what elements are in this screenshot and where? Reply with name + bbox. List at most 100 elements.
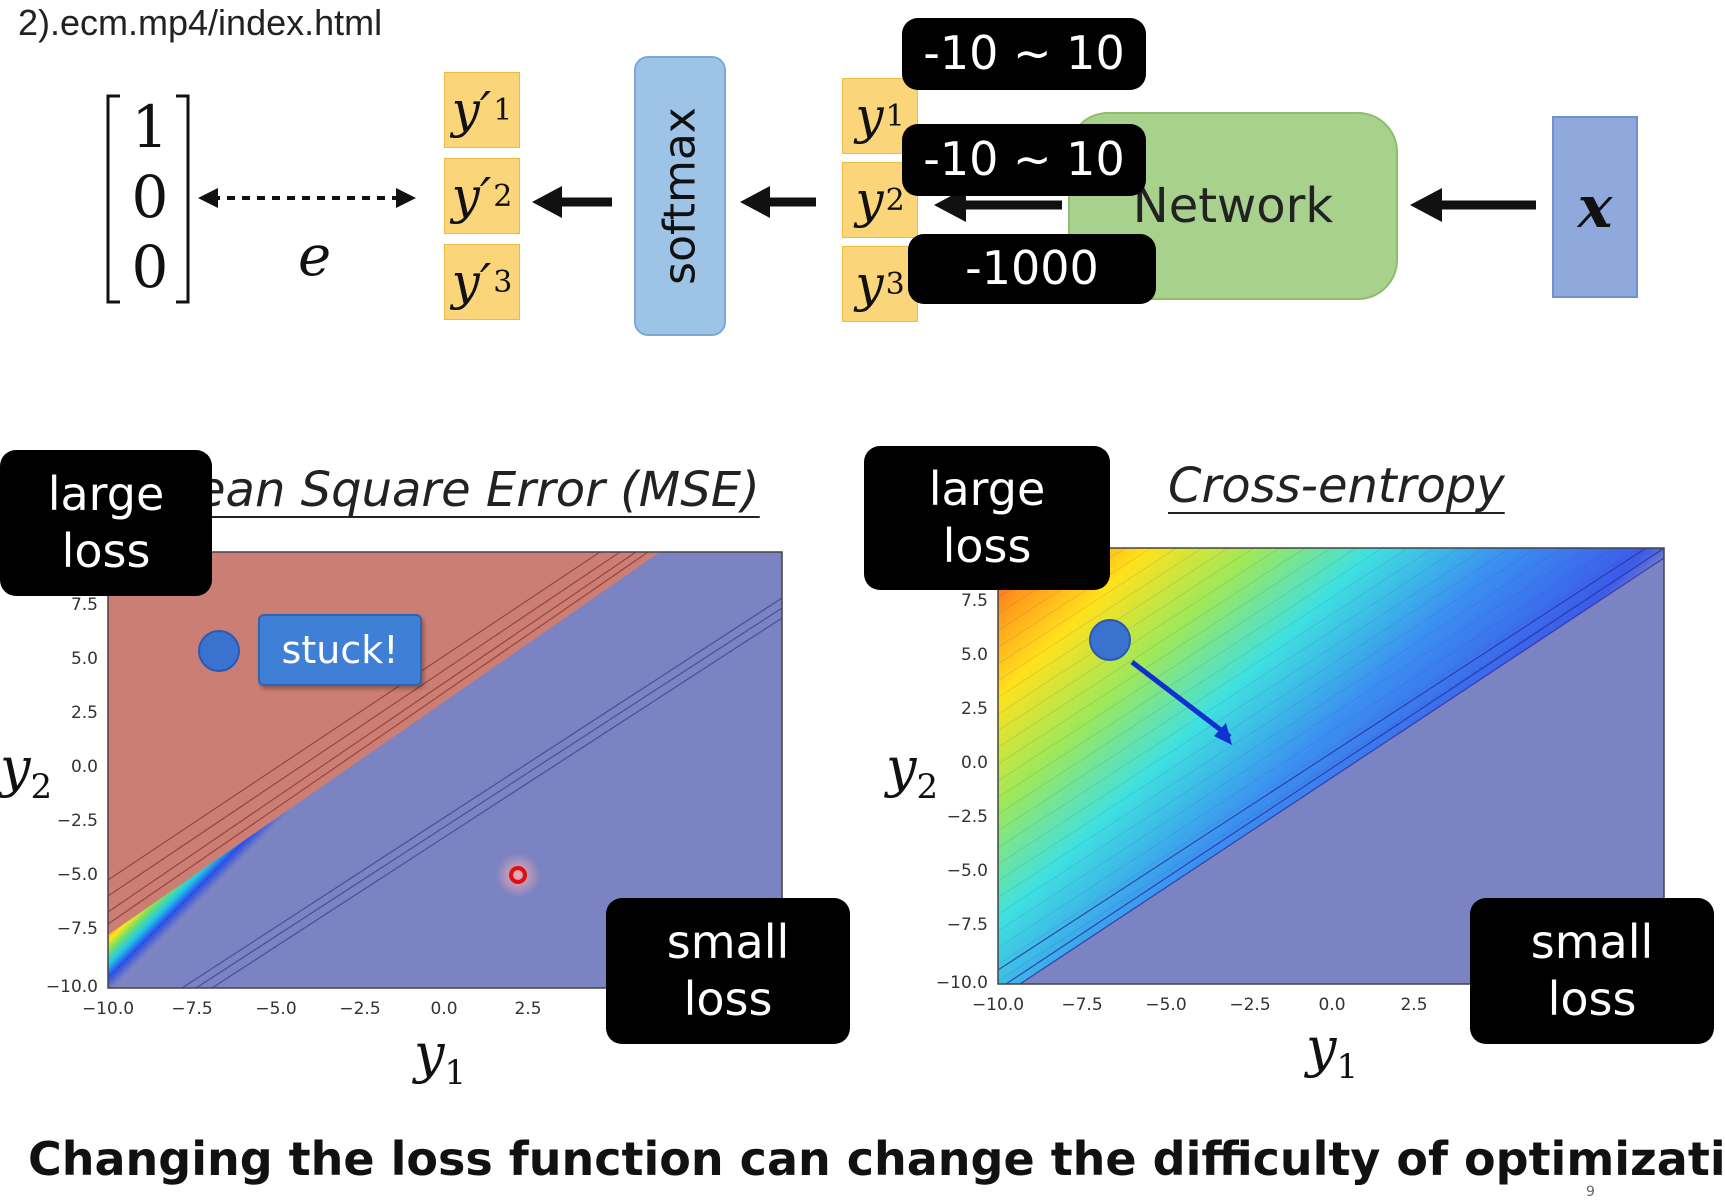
mse-xtick: −5.0 [255, 999, 296, 1019]
mse-xtick: −2.5 [339, 999, 380, 1019]
mse-xtick: 2.5 [514, 999, 541, 1019]
ce-xticks: −10.0 −7.5 −5.0 −2.5 0.0 2.5 [972, 995, 1428, 1015]
y-prime-2-sub: 2 [493, 178, 513, 214]
mse-ytick: 0.0 [71, 757, 98, 777]
ce-ytick: −7.5 [947, 915, 988, 935]
dotted-arrow-head-right [396, 188, 416, 208]
ce-xlabel-sub: 1 [1336, 1046, 1359, 1087]
y-prime-1-sub: 1 [493, 92, 513, 128]
ce-ylabel-text: y [886, 736, 917, 799]
y-1-sub: 1 [885, 98, 905, 134]
mse-yticks: 7.5 5.0 2.5 0.0 −2.5 −5.0 −7.5 −10.0 [46, 595, 98, 997]
ce-ytick: 2.5 [961, 699, 988, 719]
arrow-y-to-softmax-head [740, 186, 770, 218]
ce-ylabel-sub: 2 [916, 766, 939, 807]
bracket-right [176, 94, 190, 304]
mse-axes-frame [107, 551, 783, 989]
y-prime-3-label: y [451, 253, 480, 311]
ce-axes-frame [997, 547, 1665, 985]
input-x-label: x [1577, 173, 1613, 241]
ce-contour-lines [998, 548, 1664, 984]
caption: Changing the loss function can change th… [28, 1132, 1725, 1186]
ce-descent-arrow [1130, 660, 1232, 739]
page-number: 9 [1586, 1184, 1595, 1200]
ce-xlabel-text: y [1306, 1016, 1337, 1079]
mse-rainbow-band [108, 552, 782, 988]
ce-yticks: 7.5 5.0 2.5 0.0 −2.5 −5.0 −7.5 −10.0 [936, 591, 988, 993]
ce-xtick: −5.0 [1145, 995, 1186, 1015]
mse-ylabel: y2 [0, 736, 52, 807]
ce-descent-arrow-head [1214, 723, 1232, 745]
mse-minimum-point [509, 866, 527, 884]
mse-ytick: 7.5 [71, 595, 98, 615]
ce-xtick: −7.5 [1061, 995, 1102, 1015]
arrow-x-to-network-head [1410, 188, 1442, 222]
target-value-3: 0 [131, 233, 169, 301]
mse-contours-high [107, 551, 649, 925]
y-2-label: y [855, 171, 884, 229]
top-diagram [106, 94, 1536, 304]
mse-xlabel-text: y [414, 1022, 445, 1085]
target-vector: 1 0 0 [126, 92, 174, 302]
ce-title: Cross-entropy [1168, 458, 1505, 514]
ce-ytick: 5.0 [961, 645, 988, 665]
ce-ytick: −2.5 [947, 807, 988, 827]
ce-contours-low [997, 547, 1665, 985]
mse-xlabel: y1 [414, 1022, 466, 1093]
mse-ytick: 2.5 [71, 703, 98, 723]
target-value-1: 1 [131, 93, 169, 161]
y-prime-1-label: y [451, 81, 480, 139]
network-label: Network [1132, 178, 1334, 234]
y-prime-2-label: y [451, 167, 480, 225]
arrow-softmax-to-yprime-head [532, 186, 562, 218]
ce-ytick: −10.0 [936, 973, 988, 993]
softmax-label: softmax [654, 107, 706, 285]
y-prime-3-box: y ′ 3 [444, 244, 520, 320]
y-prime-2-box: y ′ 2 [444, 158, 520, 234]
ce-xlabel: y1 [1306, 1016, 1358, 1087]
ce-ytick: −5.0 [947, 861, 988, 881]
range-box-y3: -1000 [908, 234, 1156, 304]
softmax-block: softmax [634, 56, 726, 336]
mse-ytick: −2.5 [57, 811, 98, 831]
mse-xtick: −10.0 [82, 999, 134, 1019]
stuck-label: stuck! [258, 614, 422, 686]
ce-start-point [1089, 619, 1131, 661]
url-label: 2).ecm.mp4/index.html [18, 2, 383, 43]
mse-ytick: −10.0 [46, 977, 98, 997]
mse-small-loss-box: small loss [606, 898, 850, 1044]
mse-xlabel-sub: 1 [444, 1052, 467, 1093]
ce-xtick: −2.5 [1229, 995, 1270, 1015]
mse-ylabel-text: y [0, 736, 31, 799]
ce-ytick: 7.5 [961, 591, 988, 611]
mse-ylabel-sub: 2 [30, 766, 53, 807]
mse-xticks: −10.0 −7.5 −5.0 −2.5 0.0 2.5 5 [82, 999, 615, 1019]
ce-xtick: −10.0 [972, 995, 1024, 1015]
y-3-sub: 3 [885, 266, 905, 302]
ce-ylabel: y2 [886, 736, 938, 807]
mse-xtick: −7.5 [171, 999, 212, 1019]
range-box-y1: -10 ~ 10 [902, 18, 1146, 90]
mse-start-point [198, 630, 240, 672]
mse-ytick: −7.5 [57, 919, 98, 939]
ce-large-loss-box: large loss [864, 446, 1110, 590]
y-prime-3-sub: 3 [493, 264, 513, 300]
ce-ytick: 0.0 [961, 753, 988, 773]
y-1-label: y [855, 87, 884, 145]
y-3-label: y [855, 255, 884, 313]
target-value-2: 0 [131, 163, 169, 231]
error-label: e [298, 224, 332, 289]
ce-xtick: 2.5 [1400, 995, 1427, 1015]
range-box-y2: -10 ~ 10 [902, 124, 1146, 196]
y-2-sub: 2 [885, 182, 905, 218]
mse-contours-low [181, 597, 783, 989]
mse-xtick: 0.0 [430, 999, 457, 1019]
ce-xtick: 0.0 [1318, 995, 1345, 1015]
mse-ytick: −5.0 [57, 865, 98, 885]
mse-minimum-glow [496, 853, 540, 897]
input-x-box: x [1552, 116, 1638, 298]
ce-plot: 7.5 5.0 2.5 0.0 −2.5 −5.0 −7.5 −10.0 −10… [936, 547, 1665, 1015]
y-prime-1-box: y ′ 1 [444, 72, 520, 148]
